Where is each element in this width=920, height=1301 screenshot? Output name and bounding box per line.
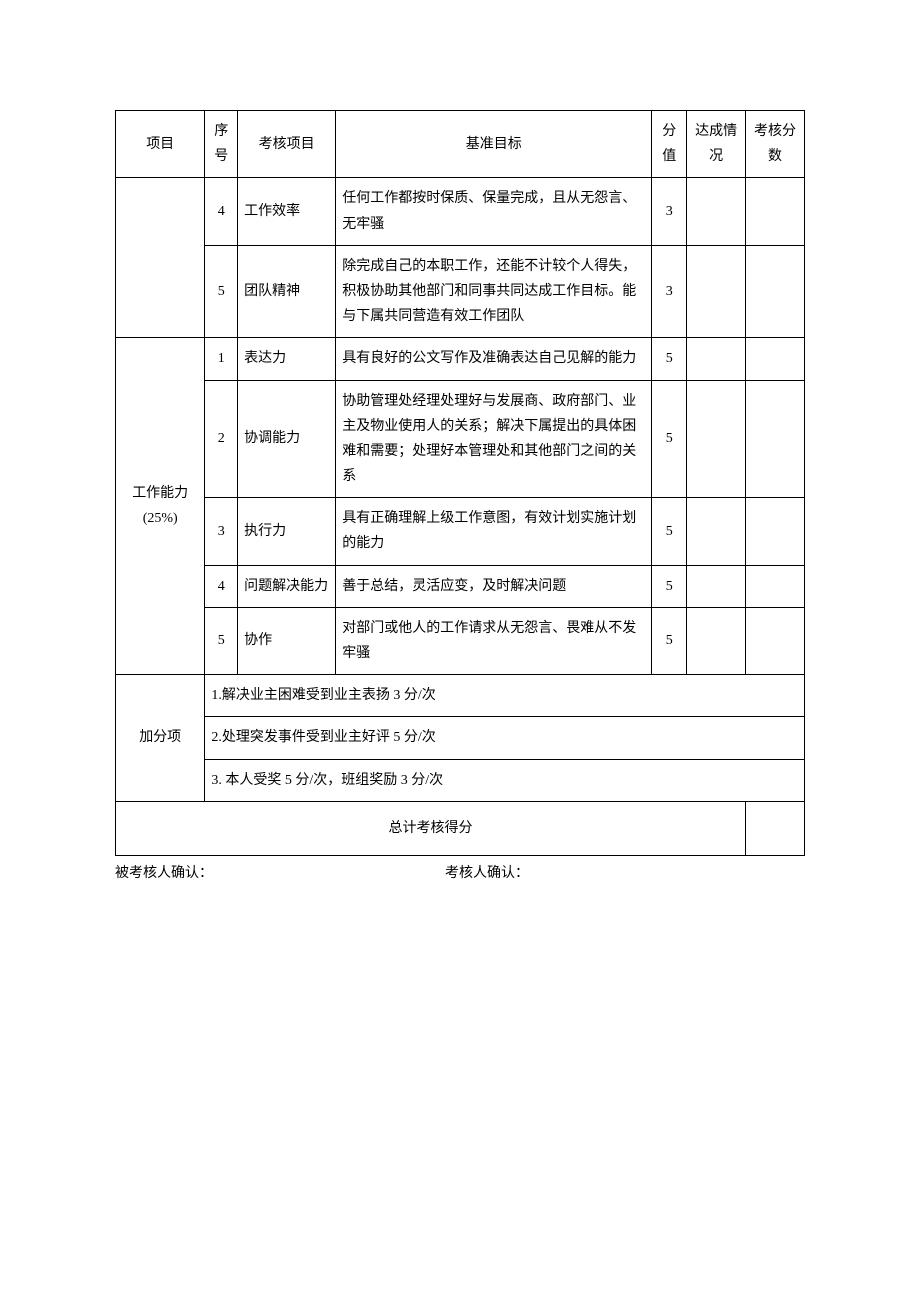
evaluation-table: 项目 序号 考核项目 基准目标 分值 达成情况 考核分数 4 工作效率 任何工作… (115, 110, 805, 856)
bonus-row: 3. 本人受奖 5 分/次，班组奖励 3 分/次 (116, 759, 805, 801)
cell-achieve (687, 338, 746, 380)
cell-achieve (687, 498, 746, 565)
table-row: 3 执行力 具有正确理解上级工作意图，有效计划实施计划的能力 5 (116, 498, 805, 565)
bonus-item: 2.处理突发事件受到业主好评 5 分/次 (205, 717, 805, 759)
cell-seq: 5 (205, 607, 238, 674)
total-label: 总计考核得分 (116, 801, 746, 855)
header-row: 项目 序号 考核项目 基准目标 分值 达成情况 考核分数 (116, 111, 805, 178)
cell-item: 工作效率 (238, 178, 336, 245)
cell-achieve (687, 245, 746, 338)
signature-assessee: 被考核人确认： (115, 862, 445, 882)
group2-label: 工作能力 (25%) (116, 338, 205, 675)
cell-eval (746, 607, 805, 674)
cell-seq: 1 (205, 338, 238, 380)
table-row: 5 协作 对部门或他人的工作请求从无怨言、畏难从不发牢骚 5 (116, 607, 805, 674)
cell-score: 5 (652, 338, 687, 380)
header-achieve: 达成情况 (687, 111, 746, 178)
total-row: 总计考核得分 (116, 801, 805, 855)
cell-item: 问题解决能力 (238, 565, 336, 607)
cell-target: 协助管理处经理处理好与发展商、政府部门、业主及物业使用人的关系；解决下属提出的具… (336, 380, 652, 498)
bonus-label: 加分项 (116, 675, 205, 802)
cell-seq: 3 (205, 498, 238, 565)
cell-target: 任何工作都按时保质、保量完成，且从无怨言、无牢骚 (336, 178, 652, 245)
header-eval: 考核分数 (746, 111, 805, 178)
cell-item: 表达力 (238, 338, 336, 380)
cell-score: 5 (652, 498, 687, 565)
cell-score: 5 (652, 607, 687, 674)
bonus-item: 1.解决业主困难受到业主表扬 3 分/次 (205, 675, 805, 717)
bonus-row: 2.处理突发事件受到业主好评 5 分/次 (116, 717, 805, 759)
header-project: 项目 (116, 111, 205, 178)
cell-achieve (687, 565, 746, 607)
cell-eval (746, 178, 805, 245)
cell-target: 善于总结，灵活应变，及时解决问题 (336, 565, 652, 607)
header-item: 考核项目 (238, 111, 336, 178)
cell-target: 除完成自己的本职工作，还能不计较个人得失，积极协助其他部门和同事共同达成工作目标… (336, 245, 652, 338)
cell-seq: 5 (205, 245, 238, 338)
bonus-row: 加分项 1.解决业主困难受到业主表扬 3 分/次 (116, 675, 805, 717)
cell-achieve (687, 607, 746, 674)
cell-eval (746, 380, 805, 498)
cell-eval (746, 565, 805, 607)
header-seq: 序号 (205, 111, 238, 178)
signature-assessor: 考核人确认： (445, 862, 529, 882)
table-row: 4 工作效率 任何工作都按时保质、保量完成，且从无怨言、无牢骚 3 (116, 178, 805, 245)
cell-seq: 4 (205, 565, 238, 607)
cell-score: 5 (652, 380, 687, 498)
table-row: 4 问题解决能力 善于总结，灵活应变，及时解决问题 5 (116, 565, 805, 607)
bonus-item: 3. 本人受奖 5 分/次，班组奖励 3 分/次 (205, 759, 805, 801)
cell-eval (746, 498, 805, 565)
cell-eval (746, 338, 805, 380)
cell-target: 具有良好的公文写作及准确表达自己见解的能力 (336, 338, 652, 380)
total-value (746, 801, 805, 855)
cell-seq: 2 (205, 380, 238, 498)
signature-line: 被考核人确认： 考核人确认： (115, 862, 805, 882)
table-row: 工作能力 (25%) 1 表达力 具有良好的公文写作及准确表达自己见解的能力 5 (116, 338, 805, 380)
cell-item: 协调能力 (238, 380, 336, 498)
cell-score: 3 (652, 245, 687, 338)
table-row: 2 协调能力 协助管理处经理处理好与发展商、政府部门、业主及物业使用人的关系；解… (116, 380, 805, 498)
cell-score: 5 (652, 565, 687, 607)
header-score: 分值 (652, 111, 687, 178)
header-target: 基准目标 (336, 111, 652, 178)
group1-label (116, 178, 205, 338)
cell-score: 3 (652, 178, 687, 245)
cell-item: 协作 (238, 607, 336, 674)
cell-item: 执行力 (238, 498, 336, 565)
cell-eval (746, 245, 805, 338)
cell-seq: 4 (205, 178, 238, 245)
table-row: 5 团队精神 除完成自己的本职工作，还能不计较个人得失，积极协助其他部门和同事共… (116, 245, 805, 338)
cell-target: 具有正确理解上级工作意图，有效计划实施计划的能力 (336, 498, 652, 565)
cell-item: 团队精神 (238, 245, 336, 338)
cell-achieve (687, 178, 746, 245)
cell-target: 对部门或他人的工作请求从无怨言、畏难从不发牢骚 (336, 607, 652, 674)
cell-achieve (687, 380, 746, 498)
